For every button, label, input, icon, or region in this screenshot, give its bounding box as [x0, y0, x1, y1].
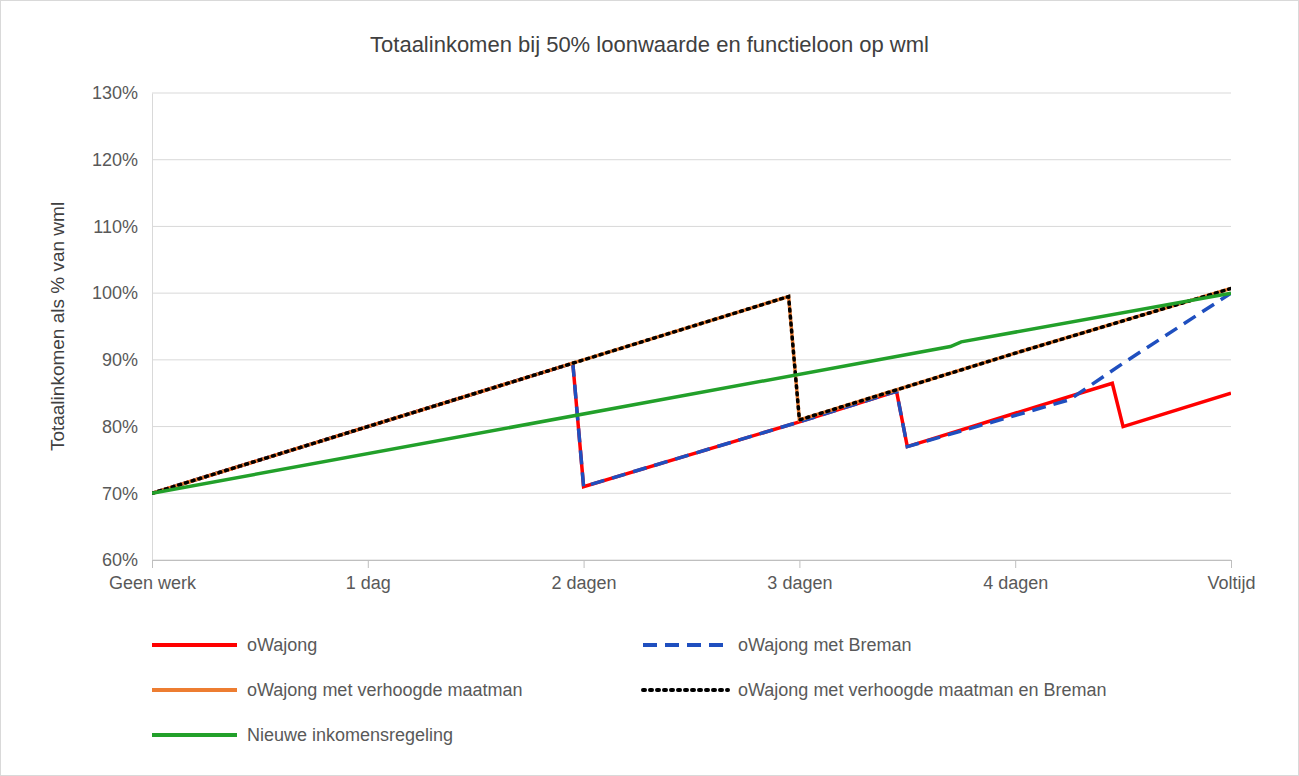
grid-line — [152, 493, 1231, 494]
series-line — [152, 363, 1231, 493]
grid-line — [152, 93, 1231, 94]
legend-item: oWajong met Breman — [643, 635, 911, 655]
x-tick-label: 2 dagen — [552, 573, 617, 593]
x-tick: Voltijd — [1207, 560, 1255, 593]
y-tick: 60% — [102, 550, 152, 570]
x-tick-mark — [584, 560, 585, 568]
legend-swatch — [152, 688, 237, 692]
y-tick-label: 80% — [102, 417, 138, 437]
grid-line — [152, 293, 1231, 294]
x-tick: Geen werk — [109, 560, 197, 593]
y-tick: 100% — [92, 283, 152, 303]
x-tick-label: 3 dagen — [767, 573, 832, 593]
y-tick-label: 110% — [93, 217, 138, 237]
title: Totaalinkomen bij 50% loonwaarde en func… — [370, 32, 929, 57]
y-tick-label: 120% — [92, 150, 138, 170]
y-tick: 110% — [93, 217, 152, 237]
x-tick: 2 dagen — [552, 560, 617, 593]
legend-item: Nieuwe inkomensregeling — [152, 725, 453, 745]
x-tick-mark — [368, 560, 369, 568]
y-tick-label: 100% — [92, 283, 138, 303]
grid — [152, 93, 1231, 560]
x-axis-line — [153, 560, 1232, 561]
x-tick-label: Geen werk — [109, 573, 197, 593]
x-tick-mark — [799, 560, 800, 568]
y-tick: 130% — [92, 83, 152, 103]
legend-item: oWajong — [152, 635, 317, 655]
x-tick-label: 1 dag — [346, 573, 391, 593]
legend-label: oWajong met verhoogde maatman en Breman — [738, 680, 1107, 700]
y-tick: 70% — [102, 484, 152, 504]
y-tick: 120% — [92, 150, 152, 170]
x-tick: 4 dagen — [983, 560, 1048, 593]
x-tick-label: Voltijd — [1207, 573, 1255, 593]
grid-line — [152, 560, 1231, 561]
legend-label: oWajong met verhoogde maatman — [247, 680, 522, 700]
chart-frame — [1, 1, 1299, 776]
x-tick: 1 dag — [346, 560, 391, 593]
legend-item: oWajong met verhoogde maatman en Breman — [643, 680, 1107, 700]
plot-lines — [152, 288, 1231, 493]
legend-item: oWajong met verhoogde maatman — [152, 680, 522, 700]
legend-label: Nieuwe inkomensregeling — [247, 725, 453, 745]
grid-line — [152, 426, 1231, 427]
x-tick: 3 dagen — [767, 560, 832, 593]
y-tick-label: 60% — [102, 550, 138, 570]
series-line — [152, 293, 1231, 493]
legend-swatch — [643, 688, 728, 692]
legend-swatch — [643, 643, 728, 647]
y-tick-label: 70% — [102, 484, 138, 504]
series-line — [152, 293, 1231, 493]
y-tick: 80% — [102, 417, 152, 437]
x-axis: Geen werk 1 dag 2 dagen 3 dagen 4 dagen Volti… — [109, 560, 1256, 593]
y-axis-title: Totaalinkomen als % van wml — [47, 202, 68, 451]
y-tick-label: 130% — [92, 83, 138, 103]
grid-line — [152, 226, 1231, 227]
y-tick-label: 90% — [102, 350, 138, 370]
x-tick-mark — [1231, 560, 1232, 568]
x-tick-mark — [152, 560, 153, 568]
y-tick: 90% — [102, 350, 152, 370]
legend-label: oWajong — [247, 635, 317, 655]
legend-swatch — [152, 733, 237, 737]
legend-label: oWajong met Breman — [738, 635, 911, 655]
y-axis: 60% 70% 80% 90% 100% 110% 120% 130% — [92, 83, 153, 570]
y-axis-line — [152, 94, 153, 561]
series-line — [152, 288, 1231, 493]
x-tick-label: 4 dagen — [983, 573, 1048, 593]
x-tick-mark — [1015, 560, 1016, 568]
chart: Totaalinkomen bij 50% loonwaarde en func… — [0, 0, 1299, 776]
legend-swatch — [152, 643, 237, 647]
legend: oWajong oWajong met Breman oWajong met ver… — [152, 635, 1107, 745]
series-line — [152, 288, 1231, 493]
grid-line — [152, 359, 1231, 360]
grid-line — [152, 159, 1231, 160]
